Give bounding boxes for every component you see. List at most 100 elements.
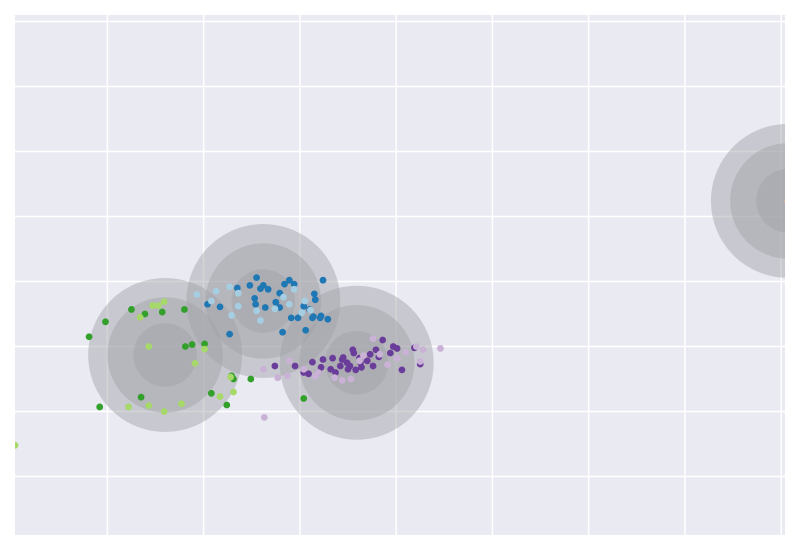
point-0-10 [137, 393, 145, 401]
point-5-14 [347, 375, 355, 383]
point-4-0 [271, 362, 279, 370]
point-1-5 [160, 298, 168, 306]
point-3-0 [193, 291, 201, 298]
cluster-1-halo-0 [186, 224, 341, 378]
point-2-22 [251, 295, 259, 302]
point-3-8 [290, 285, 298, 293]
point-1-12 [216, 393, 224, 400]
point-4-31 [379, 336, 387, 344]
point-4-18 [393, 345, 401, 352]
point-5-6 [356, 357, 363, 365]
point-4-32 [319, 356, 327, 363]
point-4-29 [344, 365, 352, 373]
point-0-5 [181, 306, 188, 313]
point-5-15 [416, 358, 424, 365]
point-5-16 [285, 357, 293, 365]
point-0-13 [247, 375, 255, 383]
point-3-10 [307, 306, 314, 314]
point-0-6 [181, 343, 189, 350]
point-5-13 [260, 413, 268, 421]
point-0-2 [128, 306, 135, 313]
point-2-1 [216, 303, 224, 311]
point-3-2 [212, 287, 220, 295]
point-4-6 [327, 365, 335, 373]
point-2-26 [252, 300, 260, 308]
point-1-3 [178, 400, 185, 408]
point-4-24 [372, 346, 380, 354]
cluster-halos [88, 123, 785, 440]
point-5-10 [412, 343, 420, 350]
point-3-15 [298, 309, 306, 317]
point-0-1 [102, 318, 109, 326]
point-2-12 [287, 314, 295, 322]
point-5-11 [419, 346, 427, 354]
point-2-21 [311, 296, 319, 304]
cluster-3-halo-0 [710, 123, 785, 278]
point-0-3 [141, 310, 149, 318]
point-2-27 [279, 328, 286, 336]
point-5-12 [437, 345, 444, 352]
point-1-8 [136, 313, 144, 321]
point-4-13 [363, 357, 371, 365]
point-3-4 [234, 289, 242, 297]
point-4-26 [336, 362, 344, 370]
point-2-7 [264, 285, 272, 293]
point-1-10 [230, 388, 237, 396]
point-5-9 [393, 354, 401, 362]
point-4-5 [317, 363, 325, 371]
point-4-14 [369, 362, 377, 370]
point-3-9 [301, 297, 309, 305]
point-5-21 [360, 352, 367, 359]
point-5-1 [283, 372, 291, 380]
point-2-25 [309, 313, 317, 320]
point-2-29 [302, 326, 310, 334]
point-4-7 [332, 369, 339, 376]
point-1-4 [191, 360, 199, 367]
point-4-3 [305, 370, 312, 378]
point-5-3 [300, 365, 308, 373]
point-1-14 [201, 345, 209, 353]
point-2-23 [317, 312, 325, 320]
cluster-1-halo-1 [205, 243, 322, 359]
point-0-7 [188, 341, 196, 348]
point-0-15 [300, 395, 308, 402]
point-6-0 [784, 199, 785, 203]
point-0-8 [201, 340, 209, 348]
point-0-4 [158, 308, 166, 316]
point-4-16 [386, 349, 394, 357]
point-3-6 [253, 307, 260, 315]
point-2-31 [226, 330, 234, 338]
point-4-22 [329, 354, 337, 362]
point-2-10 [281, 280, 288, 288]
point-1-0 [15, 441, 19, 449]
point-3-11 [257, 317, 264, 324]
point-5-17 [314, 369, 322, 376]
point-3-13 [228, 311, 235, 319]
point-2-24 [261, 304, 269, 311]
cluster-2-halo-2 [324, 330, 389, 395]
point-0-9 [96, 403, 104, 411]
point-2-20 [324, 315, 332, 323]
point-2-6 [259, 282, 267, 289]
point-0-11 [207, 389, 215, 397]
point-2-18 [310, 290, 318, 298]
point-1-11 [227, 373, 235, 381]
point-2-4 [253, 274, 260, 281]
point-3-14 [271, 305, 279, 313]
point-4-21 [309, 358, 316, 366]
point-4-28 [366, 350, 374, 358]
point-1-2 [145, 402, 153, 410]
point-0-16 [223, 401, 231, 409]
grid-lines [15, 15, 785, 535]
cluster-3-halo-2 [756, 169, 785, 233]
cluster-0-halo-1 [107, 297, 223, 413]
point-4-34 [339, 354, 347, 361]
point-2-14 [294, 314, 302, 322]
point-3-7 [280, 293, 287, 301]
point-4-11 [352, 366, 360, 374]
cluster-0-halo-2 [133, 323, 197, 387]
cluster-2-halo-1 [298, 305, 415, 421]
point-5-19 [384, 361, 391, 369]
point-4-19 [398, 366, 406, 374]
